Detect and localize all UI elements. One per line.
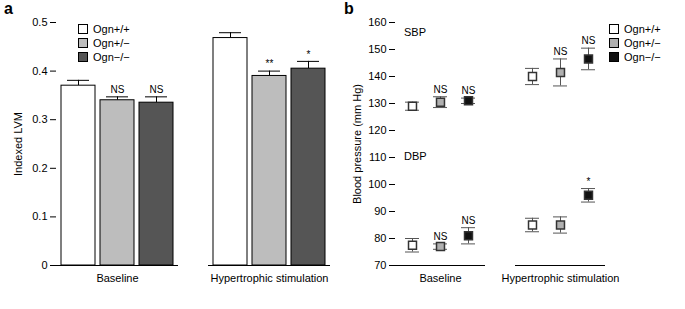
svg-text:**: **: [266, 58, 274, 69]
svg-text:NS: NS: [554, 46, 568, 57]
html-text:Ogn−/−: Ogn−/−: [624, 51, 661, 63]
html-text:DBP: DBP: [404, 150, 427, 162]
svg-text:Indexed LVM: Indexed LVM: [12, 112, 24, 176]
svg-text:NS: NS: [582, 35, 596, 46]
svg-text:100: 100: [368, 178, 386, 190]
html-text:Ogn+/+: Ogn+/+: [93, 23, 130, 35]
svg-text:160: 160: [368, 16, 386, 28]
svg-text:0.3: 0.3: [32, 113, 47, 125]
svg-text:0: 0: [41, 259, 47, 271]
svg-text:0.5: 0.5: [32, 16, 47, 28]
svg-text:NS: NS: [462, 85, 476, 96]
html-text:SBP: SBP: [404, 26, 426, 38]
html-text:Ogn+/−: Ogn+/−: [93, 37, 130, 49]
svg-text:NS: NS: [111, 84, 125, 95]
svg-text:110: 110: [369, 151, 387, 163]
svg-text:Hypertrophic stimulation: Hypertrophic stimulation: [211, 272, 329, 284]
svg-text:NS: NS: [150, 84, 164, 95]
html-text:b: b: [344, 0, 354, 17]
svg-text:Baseline: Baseline: [419, 272, 461, 284]
html-text:Ogn+/+: Ogn+/+: [624, 23, 661, 35]
svg-text:NS: NS: [462, 215, 476, 226]
svg-text:*: *: [587, 176, 591, 187]
svg-text:Hypertrophic stimulation: Hypertrophic stimulation: [502, 272, 620, 284]
html-text:a: a: [4, 0, 13, 17]
svg-text:NS: NS: [434, 84, 448, 95]
svg-text:0.4: 0.4: [32, 65, 47, 77]
svg-text:0.2: 0.2: [32, 162, 47, 174]
svg-text:NS: NS: [434, 231, 448, 242]
html-text:Ogn−/−: Ogn−/−: [93, 51, 130, 63]
html-text:Ogn+/−: Ogn+/−: [624, 37, 661, 49]
svg-text:*: *: [307, 49, 311, 60]
svg-text:70: 70: [374, 259, 386, 271]
svg-text:Blood pressure (mm Hg): Blood pressure (mm Hg): [351, 84, 363, 204]
svg-text:0.1: 0.1: [32, 210, 47, 222]
svg-text:120: 120: [368, 124, 386, 136]
svg-text:140: 140: [368, 70, 386, 82]
svg-text:130: 130: [368, 97, 386, 109]
svg-text:Baseline: Baseline: [96, 272, 138, 284]
svg-text:90: 90: [374, 205, 386, 217]
svg-text:80: 80: [374, 232, 386, 244]
svg-text:150: 150: [368, 43, 386, 55]
